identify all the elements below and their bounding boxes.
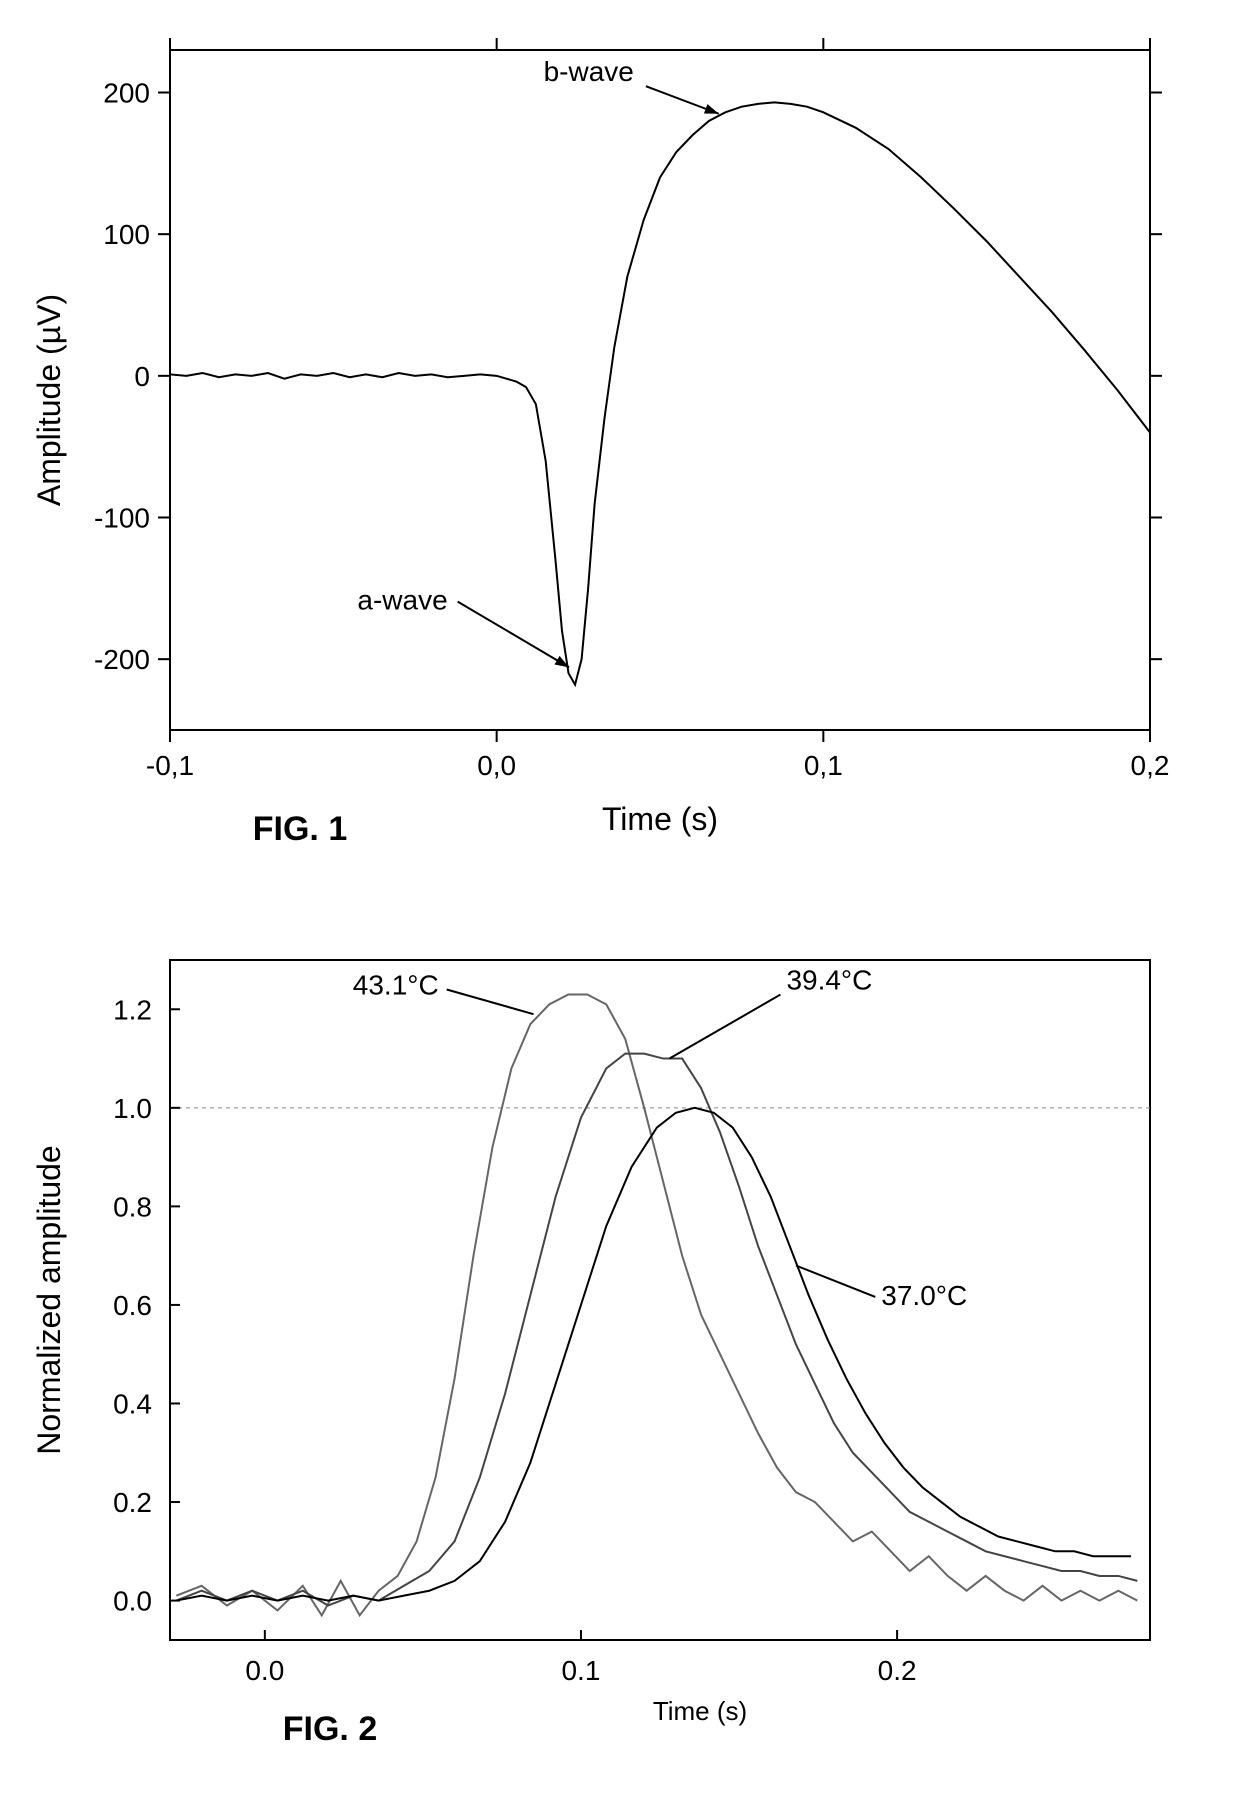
fig2-ylabel: Normalized amplitude: [31, 1145, 67, 1454]
fig2-label-394: 39.4°C: [786, 965, 872, 996]
fig2-xlabel: Time (s): [653, 1696, 747, 1726]
fig1-xtick-label: -0,1: [146, 750, 194, 781]
fig2-ytick-label: 0.2: [113, 1487, 152, 1518]
fig1-ylabel: Amplitude (µV): [31, 294, 67, 506]
fig1-xtick-label: 0,0: [477, 750, 516, 781]
fig2-ytick-label: 0.6: [113, 1290, 152, 1321]
fig1-chart: -0,1 0,0 0,1 0,2 -200 -100 0 100 200 a-wave b-wav…: [0, 0, 1240, 900]
fig2-ytick-label: 0.8: [113, 1191, 152, 1222]
fig1-ytick-label: 200: [103, 78, 150, 109]
fig1-xtick-label: 0,2: [1131, 750, 1170, 781]
page: -0,1 0,0 0,1 0,2 -200 -100 0 100 200 a-wave b-wav…: [0, 0, 1240, 1807]
fig2-ytick-label: 0.0: [113, 1586, 152, 1617]
fig2-label-370: 37.0°C: [881, 1280, 967, 1311]
fig1-xlabel: Time (s): [602, 801, 718, 837]
fig2-ytick-label: 0.4: [113, 1388, 152, 1419]
a-wave-label: a-wave: [357, 585, 447, 616]
fig2-chart: 0.0 0.1 0.2 0.0 0.2 0.4 0.6 0.8 1.0 1.2 43.1°C 39.…: [0, 900, 1240, 1800]
fig1-caption: FIG. 1: [253, 810, 347, 848]
fig2-ytick-label: 1.0: [113, 1093, 152, 1124]
fig2-xtick-label: 0.0: [245, 1655, 284, 1686]
fig2-trace-t431: [176, 994, 1137, 1615]
fig2-xtick-label: 0.1: [561, 1655, 600, 1686]
fig1-ytick-label: -200: [94, 644, 150, 675]
fig2-label-431: 43.1°C: [353, 969, 439, 1000]
fig2-trace-t370: [176, 1108, 1131, 1601]
fig2-ytick-label: 1.2: [113, 994, 152, 1025]
fig1-ytick-label: 0: [134, 361, 150, 392]
fig1-ytick-label: -100: [94, 503, 150, 534]
fig1-xtick-label: 0,1: [804, 750, 843, 781]
fig2-xtick-label: 0.2: [878, 1655, 917, 1686]
b-wave-label: b-wave: [544, 56, 634, 87]
fig1-ytick-label: 100: [103, 219, 150, 250]
fig1-trace: [170, 102, 1150, 684]
fig2-trace-t394: [176, 1054, 1137, 1606]
fig2-caption: FIG. 2: [283, 1710, 377, 1748]
